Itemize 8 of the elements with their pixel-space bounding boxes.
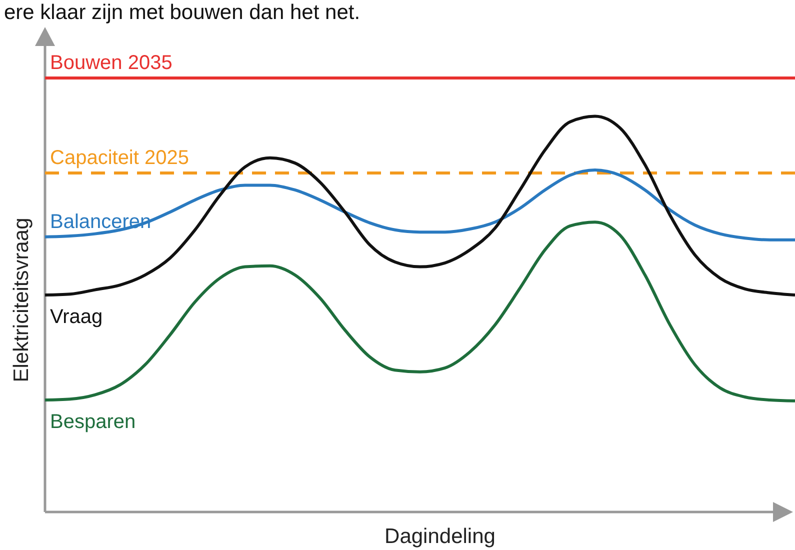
y-axis-title: Elektriciteitsvraag — [10, 218, 33, 382]
series-label: Vraag — [50, 306, 103, 328]
series-label: Besparen — [50, 411, 136, 434]
x-axis-title: Dagindeling — [384, 525, 496, 548]
series-label: Balanceren — [50, 210, 152, 233]
series-label: Bouwen 2035 — [50, 52, 172, 74]
chart-title: ere klaar zijn met bouwen dan het net. — [4, 1, 360, 24]
series-label: Capaciteit 2025 — [50, 147, 189, 170]
